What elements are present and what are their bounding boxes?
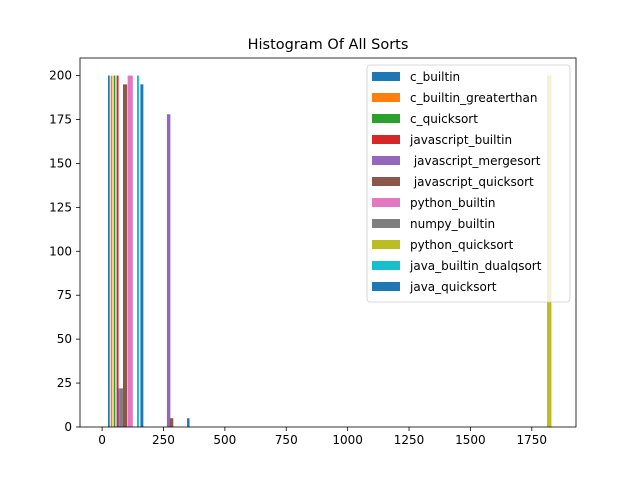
- legend-label: java_builtin_dualqsort: [409, 259, 542, 273]
- y-tick-label: 100: [49, 244, 72, 258]
- legend-label: java_quicksort: [409, 280, 497, 294]
- bar-c_builtin_greaterthan-0: [110, 75, 113, 428]
- legend-label: javascript_quicksort: [410, 175, 534, 189]
- legend-swatch: [372, 135, 400, 144]
- bar-javascript_quicksort-0: [122, 84, 128, 427]
- legend-box: [366, 64, 571, 303]
- x-tick-label: 1000: [332, 433, 363, 447]
- bar-javascript_quicksort-1: [169, 418, 174, 427]
- legend-label: c_builtin_greaterthan: [410, 91, 537, 105]
- legend-swatch: [372, 240, 400, 249]
- legend-swatch: [372, 177, 400, 186]
- x-tick-label: 1750: [517, 433, 548, 447]
- legend-label: c_quicksort: [410, 112, 478, 126]
- legend-swatch: [372, 93, 400, 102]
- y-tick-label: 175: [49, 113, 72, 127]
- axes-frame: [79, 57, 577, 428]
- x-tick-label: 750: [275, 433, 298, 447]
- legend-swatch: [372, 261, 400, 270]
- y-tick-label: 25: [57, 376, 72, 390]
- y-tick-label: 125: [49, 200, 72, 214]
- bar-numpy_builtin-0: [119, 388, 123, 427]
- y-tick-label: 150: [49, 156, 72, 170]
- y-tick-label: 0: [64, 420, 72, 434]
- legend-swatch: [372, 198, 400, 207]
- bar-java_builtin_dualqsort-0: [136, 75, 139, 428]
- bar-javascript_builtin-0: [116, 75, 119, 428]
- bar-c_builtin-0: [107, 75, 110, 428]
- legend-label: javascript_mergesort: [410, 154, 541, 168]
- y-tick-label: 50: [57, 332, 72, 346]
- x-tick-label: 500: [213, 433, 236, 447]
- bar-java_quicksort-0: [140, 84, 144, 427]
- legend-swatch: [372, 72, 400, 81]
- x-tick-label: 1500: [455, 433, 486, 447]
- legend-label: c_builtin: [410, 70, 460, 84]
- y-tick-label: 75: [57, 288, 72, 302]
- bar-javascript_mergesort-1: [118, 388, 120, 427]
- legend-swatch: [372, 114, 400, 123]
- bar-c_quicksort-0: [113, 75, 116, 428]
- axes-group: 0 250 500 750 1000 1250 1500 1750 0 25 50 75 100 125 1…: [49, 57, 577, 447]
- legend-swatch: [372, 282, 400, 291]
- y-tick-label: 200: [49, 69, 72, 83]
- legend-label: python_quicksort: [410, 238, 514, 252]
- legend-label: javascript_builtin: [409, 133, 512, 147]
- x-tick-label: 250: [152, 433, 175, 447]
- x-tick-label: 0: [98, 433, 106, 447]
- legend-swatch: [372, 219, 400, 228]
- legend-label: python_builtin: [410, 196, 496, 210]
- x-tick-label: 1250: [394, 433, 425, 447]
- chart-title: Histogram Of All Sorts: [248, 37, 409, 53]
- bar-java_quicksort-1: [187, 418, 190, 427]
- bar-python_builtin-0: [127, 75, 133, 428]
- legend-swatch: [372, 156, 400, 165]
- bar-javascript_mergesort-0: [166, 114, 171, 427]
- legend: c_builtin c_builtin_greaterthan c_quicksor…: [366, 64, 571, 303]
- legend-label: numpy_builtin: [410, 217, 495, 231]
